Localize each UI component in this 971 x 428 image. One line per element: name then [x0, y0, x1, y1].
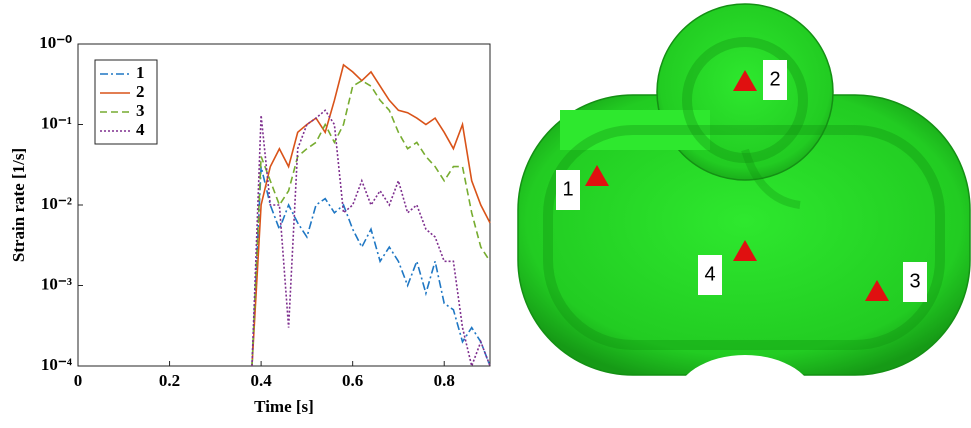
page: 1 2 3 4 Time [s] Strain rate [1/s] 0 0.2 0…: [0, 0, 971, 423]
x-tick-label: 0: [74, 371, 83, 390]
x-tick-label: 0.6: [342, 371, 363, 390]
series-line: [252, 110, 490, 366]
legend-label: 3: [136, 101, 145, 120]
x-tick-label: 0.4: [250, 371, 272, 390]
legend-label: 2: [136, 82, 145, 101]
marker-label: 3: [909, 270, 920, 292]
y-tick-label: 10⁻³: [41, 274, 72, 293]
x-tick-label: 0.2: [159, 371, 180, 390]
marker-label: 4: [704, 263, 715, 285]
y-tick-label: 10⁻¹: [41, 113, 72, 132]
legend-label: 4: [136, 120, 145, 139]
legend-label: 1: [136, 63, 145, 82]
x-tick-label: 0.8: [434, 371, 455, 390]
y-axis-label: Strain rate [1/s]: [9, 148, 28, 262]
y-tick-label: 10⁻²: [41, 194, 72, 213]
marker-label: 1: [562, 178, 573, 200]
y-tick-label: 10⁻⁰: [39, 33, 72, 52]
marker-label: 2: [769, 68, 780, 90]
y-tick-label: 10⁻⁴: [41, 355, 72, 374]
series-line: [252, 65, 490, 366]
shape-figure: 1 2 3 4: [518, 4, 970, 423]
x-axis-label: Time [s]: [254, 397, 314, 416]
